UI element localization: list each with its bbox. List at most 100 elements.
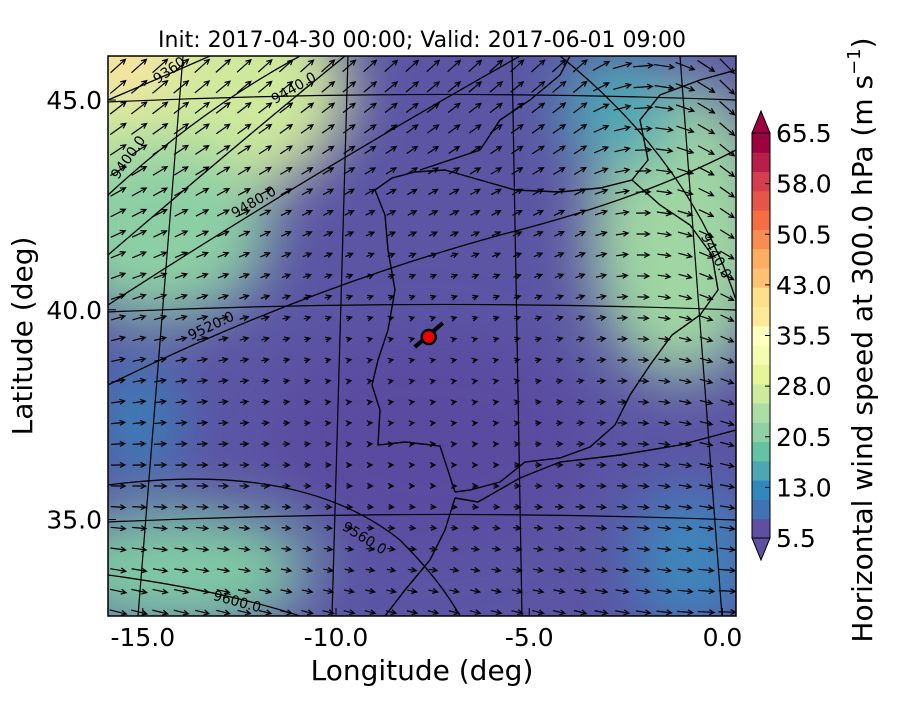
wind-arrow xyxy=(677,189,694,196)
wind-arrow xyxy=(531,59,546,73)
wind-arrow xyxy=(261,441,270,448)
wind-arrow xyxy=(491,545,502,552)
wind-arrow xyxy=(407,231,418,237)
colorbar-extend-top xyxy=(751,109,771,134)
wind-arrow xyxy=(471,524,480,531)
wind-arrow xyxy=(175,482,189,490)
wind-arrow xyxy=(492,294,501,301)
wind-arrow xyxy=(469,609,482,616)
wind-arrow xyxy=(491,588,503,595)
wind-arrow xyxy=(387,378,395,385)
wind-arrow xyxy=(720,356,735,364)
wind-arrow xyxy=(238,546,251,553)
wind-arrow xyxy=(658,399,671,406)
wind-arrow xyxy=(428,231,439,237)
wind-arrow xyxy=(364,167,377,175)
wind-arrow xyxy=(131,588,149,595)
wind-arrow xyxy=(616,504,629,511)
wind-arrow xyxy=(261,399,270,406)
wind-arrow xyxy=(236,58,252,73)
wind-arrow xyxy=(596,461,607,469)
wind-arrow xyxy=(174,272,189,279)
wind-arrow xyxy=(698,567,715,574)
wind-arrow xyxy=(304,357,312,364)
colorbar-extend-bottom xyxy=(751,537,771,562)
wind-arrow xyxy=(511,167,524,175)
wind-arrow xyxy=(406,145,419,154)
wind-arrow xyxy=(363,59,378,73)
wind-arrow xyxy=(237,166,252,176)
wind-arrow xyxy=(429,378,437,385)
wind-arrow xyxy=(387,441,395,448)
wind-arrow xyxy=(132,461,147,469)
wind-arrow xyxy=(679,420,693,427)
colorbar-segment xyxy=(752,364,770,385)
wind-arrow xyxy=(406,167,419,175)
wind-arrow xyxy=(573,145,588,155)
wind-arrow xyxy=(386,188,397,196)
wind-arrow xyxy=(282,315,291,322)
wind-arrow xyxy=(282,336,291,343)
wind-arrow xyxy=(197,419,209,427)
wind-arrow xyxy=(595,251,608,258)
wind-arrow xyxy=(555,336,564,343)
wind-arrow xyxy=(197,398,209,405)
wind-arrow xyxy=(261,420,270,427)
wind-arrow xyxy=(259,209,272,217)
wind-arrow xyxy=(679,441,693,448)
colorbar-segment xyxy=(752,499,770,520)
wind-arrow xyxy=(239,399,250,406)
wind-arrow xyxy=(575,524,587,532)
wind-arrow xyxy=(635,167,652,174)
wind-arrow xyxy=(364,609,377,616)
wind-arrow xyxy=(616,251,630,258)
wind-arrow xyxy=(491,210,502,216)
wind-arrow xyxy=(658,357,671,364)
wind-arrow xyxy=(574,230,587,237)
wind-arrow xyxy=(408,399,416,406)
wind-arrow xyxy=(574,567,587,574)
wind-arrow xyxy=(345,420,353,427)
wind-arrow xyxy=(365,566,376,573)
wind-arrow xyxy=(574,188,587,196)
wind-arrow xyxy=(260,252,271,258)
colorbar-segment xyxy=(752,190,770,211)
wind-arrow xyxy=(238,525,251,532)
wind-arrow xyxy=(218,440,229,448)
wind-arrow xyxy=(698,166,715,176)
wind-arrow xyxy=(324,378,332,385)
wind-arrow xyxy=(132,356,147,363)
wind-arrow xyxy=(678,546,694,553)
wind-arrow xyxy=(321,59,336,73)
wind-arrow xyxy=(514,482,522,490)
wind-arrow xyxy=(656,588,673,595)
wind-arrow xyxy=(574,588,588,595)
wind-arrow xyxy=(239,420,250,427)
wind-arrow xyxy=(406,124,419,134)
wind-arrow xyxy=(324,294,333,301)
wind-arrow xyxy=(152,588,169,595)
wind-arrow xyxy=(678,315,693,322)
wind-arrow xyxy=(239,294,250,300)
wind-arrow xyxy=(576,357,585,364)
wind-arrow xyxy=(678,273,693,280)
wind-arrow xyxy=(469,188,481,196)
site-marker xyxy=(420,328,438,346)
wind-arrow xyxy=(111,377,127,384)
wind-arrow xyxy=(323,545,334,552)
wind-arrow xyxy=(405,102,419,113)
wind-arrow xyxy=(448,124,461,134)
wind-arrow xyxy=(658,462,671,469)
plot-frame xyxy=(107,55,737,617)
wind-arrow xyxy=(259,188,272,196)
wind-arrow xyxy=(237,588,252,595)
wind-arrow xyxy=(388,503,396,510)
wind-arrow xyxy=(615,188,631,195)
wind-arrow xyxy=(408,252,417,259)
wind-arrow xyxy=(302,545,313,552)
wind-arrow xyxy=(303,315,312,322)
wind-arrow xyxy=(657,525,672,532)
wind-arrow xyxy=(636,251,651,259)
wind-arrow xyxy=(387,462,395,469)
wind-arrow xyxy=(699,336,714,343)
